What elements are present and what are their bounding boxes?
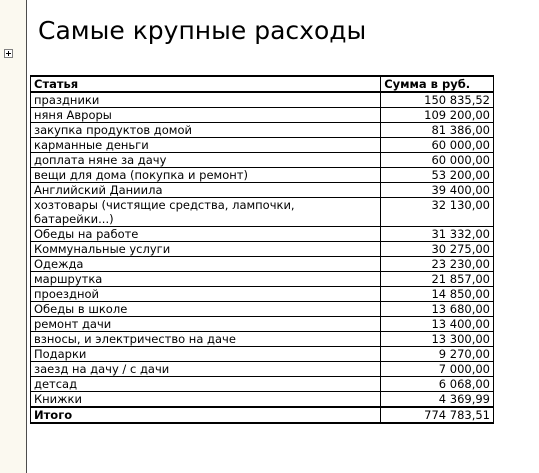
row-sum: 21 857,00: [380, 271, 494, 287]
row-sum: 7 000,00: [380, 361, 494, 377]
row-item: проездной: [29, 286, 382, 302]
row-sum: 60 000,00: [380, 152, 494, 168]
table-row: маршрутка 21 857,00: [29, 271, 494, 287]
row-sum: 81 386,00: [380, 122, 494, 138]
row-sum: 23 230,00: [380, 256, 494, 272]
table-row: вещи для дома (покупка и ремонт) 53 200,0…: [29, 167, 494, 183]
row-sum: 60 000,00: [380, 137, 494, 153]
table-row: доплата няне за дачу 60 000,00: [29, 152, 494, 168]
row-sum: 109 200,00: [380, 107, 494, 123]
row-item: детсад: [29, 376, 382, 392]
row-item: вещи для дома (покупка и ремонт): [29, 167, 382, 183]
row-item: маршрутка: [29, 271, 382, 287]
row-sum: 31 332,00: [380, 226, 494, 242]
row-item: ремонт дачи: [29, 316, 382, 332]
table-row: Одежда 23 230,00: [29, 256, 494, 272]
outline-gutter: [0, 0, 27, 473]
total-label: Итого: [29, 406, 382, 424]
row-sum: 13 400,00: [380, 316, 494, 332]
row-item: карманные деньги: [29, 137, 382, 153]
table-row: няня Авроры 109 200,00: [29, 107, 494, 123]
table-row: Обеды в школе 13 680,00: [29, 301, 494, 317]
header-item: Статья: [29, 75, 382, 93]
row-sum: 9 270,00: [380, 346, 494, 362]
expand-plus-icon[interactable]: [4, 49, 13, 58]
row-item: Книжки: [29, 391, 382, 408]
row-sum: 150 835,52: [380, 91, 494, 108]
row-sum: 13 300,00: [380, 331, 494, 347]
table-row: закупка продуктов домой 81 386,00: [29, 122, 494, 138]
row-item: Одежда: [29, 256, 382, 272]
header-sum: Сумма в руб.: [380, 75, 494, 93]
row-item: взносы, и электричество на даче: [29, 331, 382, 347]
table-row: детсад 6 068,00: [29, 376, 494, 392]
row-sum: 32 130,00: [380, 197, 494, 227]
row-item: хозтовары (чистящие средства, лампочки, …: [29, 197, 382, 227]
table-row: заезд на дачу / с дачи 7 000,00: [29, 361, 494, 377]
row-item: заезд на дачу / с дачи: [29, 361, 382, 377]
table-row: Коммунальные услуги 30 275,00: [29, 241, 494, 257]
total-row: Итого 774 783,51: [29, 406, 494, 424]
row-item: Обеды на работе: [29, 226, 382, 242]
table-row: праздники 150 835,52: [29, 91, 494, 108]
page-title: Самые крупные расходы: [38, 16, 367, 45]
table-row: Обеды на работе 31 332,00: [29, 226, 494, 242]
row-item: праздники: [29, 91, 382, 108]
row-sum: 14 850,00: [380, 286, 494, 302]
row-sum: 39 400,00: [380, 182, 494, 198]
table-row: Английский Даниила 39 400,00: [29, 182, 494, 198]
table-row: карманные деньги 60 000,00: [29, 137, 494, 153]
row-item: Английский Даниила: [29, 182, 382, 198]
table-row: Подарки 9 270,00: [29, 346, 494, 362]
row-item: Обеды в школе: [29, 301, 382, 317]
table-header-row: Статья Сумма в руб.: [29, 75, 494, 93]
row-item: доплата няне за дачу: [29, 152, 382, 168]
row-sum: 6 068,00: [380, 376, 494, 392]
row-item: няня Авроры: [29, 107, 382, 123]
row-item: Подарки: [29, 346, 382, 362]
row-sum: 53 200,00: [380, 167, 494, 183]
row-item: закупка продуктов домой: [29, 122, 382, 138]
table-row: проездной 14 850,00: [29, 286, 494, 302]
total-sum: 774 783,51: [380, 406, 494, 424]
row-sum: 4 369,99: [380, 391, 494, 408]
row-sum: 13 680,00: [380, 301, 494, 317]
table-row: Книжки 4 369,99: [29, 391, 494, 408]
expense-rows: праздники 150 835,52 няня Авроры 109 200,00…: [29, 91, 494, 408]
table-row: ремонт дачи 13 400,00: [29, 316, 494, 332]
expenses-table: Статья Сумма в руб. праздники 150 835,52 н…: [29, 75, 494, 424]
table-row: хозтовары (чистящие средства, лампочки, …: [29, 197, 494, 227]
row-sum: 30 275,00: [380, 241, 494, 257]
row-item: Коммунальные услуги: [29, 241, 382, 257]
table-row: взносы, и электричество на даче 13 300,00: [29, 331, 494, 347]
